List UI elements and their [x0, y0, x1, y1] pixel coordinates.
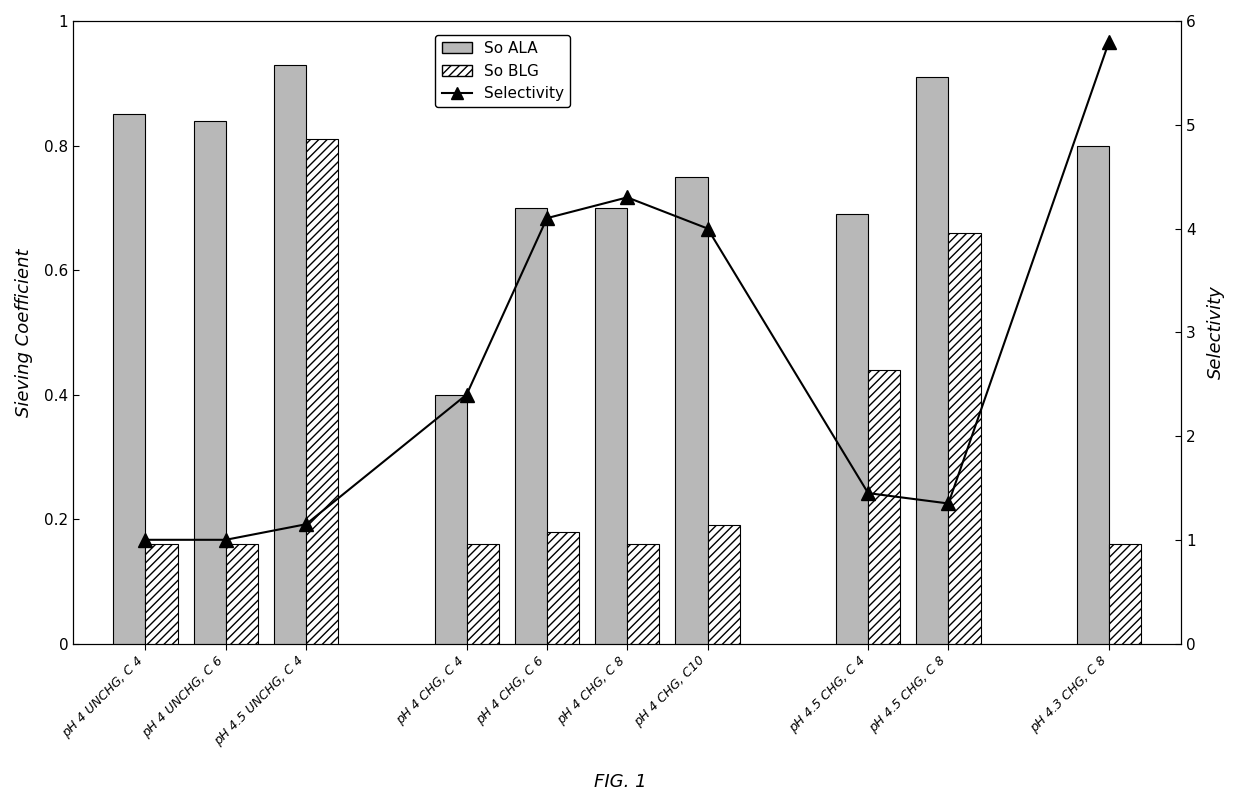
Bar: [145, 544, 177, 644]
Selectivity: [1101, 37, 1116, 47]
Bar: [193, 121, 226, 644]
Selectivity: [138, 535, 153, 545]
Bar: [627, 544, 660, 644]
Selectivity: [701, 223, 715, 233]
Bar: [708, 525, 740, 644]
Bar: [916, 77, 949, 644]
Bar: [868, 370, 900, 644]
Selectivity: [620, 192, 635, 202]
Bar: [226, 544, 258, 644]
Bar: [676, 176, 708, 644]
Bar: [595, 207, 627, 644]
Bar: [836, 214, 868, 644]
Bar: [274, 64, 306, 644]
Selectivity: [459, 390, 474, 399]
Text: FIG. 1: FIG. 1: [594, 773, 646, 791]
Selectivity: [539, 213, 554, 223]
Y-axis label: Sieving Coefficient: Sieving Coefficient: [15, 248, 33, 417]
Selectivity: [218, 535, 233, 545]
Bar: [547, 532, 579, 644]
Line: Selectivity: Selectivity: [139, 35, 1116, 547]
Bar: [515, 207, 547, 644]
Y-axis label: Selectivity: Selectivity: [1207, 285, 1225, 379]
Bar: [466, 544, 498, 644]
Bar: [949, 233, 981, 644]
Bar: [306, 139, 339, 644]
Selectivity: [299, 519, 314, 529]
Bar: [1109, 544, 1141, 644]
Bar: [113, 114, 145, 644]
Bar: [434, 394, 466, 644]
Bar: [1076, 145, 1109, 644]
Legend: So ALA, So BLG, Selectivity: So ALA, So BLG, Selectivity: [435, 35, 570, 107]
Selectivity: [941, 498, 956, 508]
Selectivity: [861, 488, 875, 498]
